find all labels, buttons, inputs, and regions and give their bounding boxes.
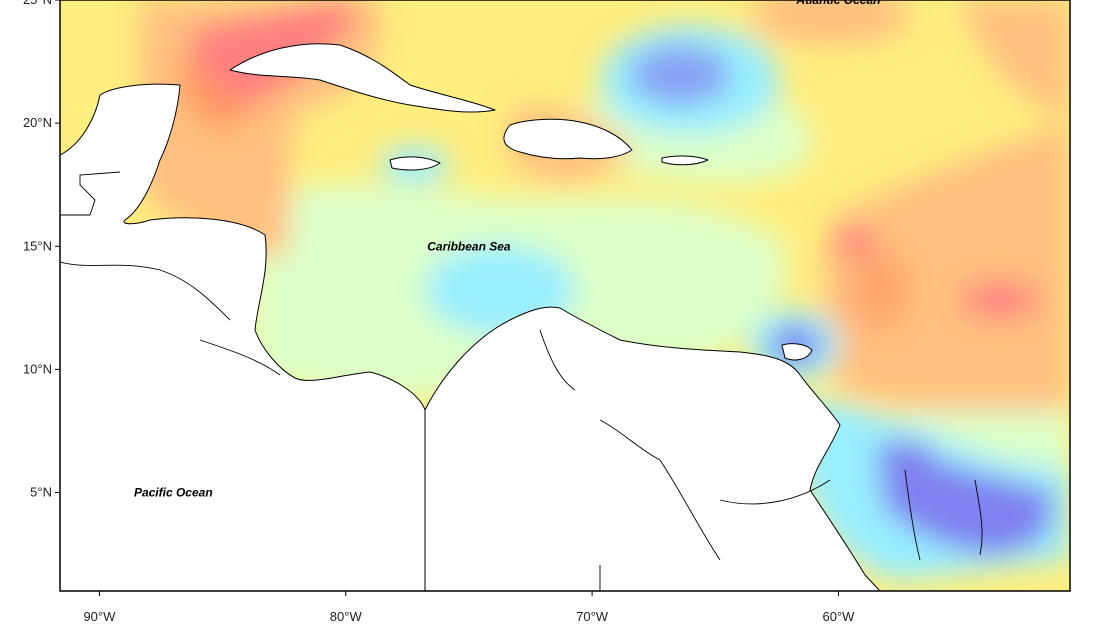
x-tick-label: 60°W [822,609,855,624]
central-america [60,0,426,591]
y-axis: 25°N 20°N 15°N 10°N 5°N [23,0,60,500]
trinidad-island [781,343,813,361]
x-tick-label: 80°W [330,609,363,624]
y-tick-label: 5°N [30,485,52,500]
y-tick-label: 10°N [23,361,52,376]
y-tick-label: 15°N [23,238,52,253]
place-label: Pacific Ocean [134,486,213,500]
south-america [424,306,881,591]
place-label: Atlantic Ocean [795,0,880,7]
x-tick-label: 90°W [83,609,116,624]
x-axis: 90°W 80°W 70°W 60°W [83,591,855,624]
hispaniola-island [503,118,633,160]
cuba-island [229,43,496,113]
plot-frame [59,0,1071,592]
place-label: Caribbean Sea [427,239,511,253]
land-layer [60,0,881,591]
y-tick-label: 25°N [23,0,52,7]
place-labels: Atlantic Ocean Caribbean Sea Pacific Ocean [134,0,880,500]
jamaica-island [389,156,441,171]
puerto-rico-island [661,155,709,166]
y-tick-label: 20°N [23,115,52,130]
x-tick-label: 70°W [576,609,609,624]
field-layer [60,0,1070,591]
border-layer [60,171,983,591]
